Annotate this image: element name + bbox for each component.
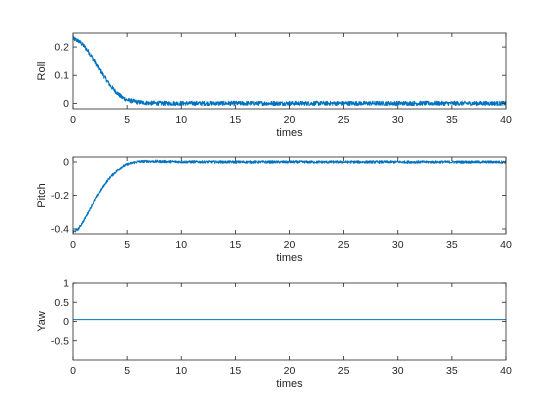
y-tick-label: -0.5 <box>51 335 69 347</box>
x-tick-label: 30 <box>392 114 404 126</box>
x-tick-label: 25 <box>338 365 350 377</box>
x-tick-label: 0 <box>70 239 76 251</box>
y-tick-label: 1 <box>63 278 69 290</box>
axes-box <box>72 156 507 235</box>
x-tick-label: 40 <box>500 239 512 251</box>
x-tick-label: 10 <box>175 239 187 251</box>
x-tick-label: 20 <box>284 239 296 251</box>
x-tick-label: 15 <box>230 365 242 377</box>
y-tick-label: 0 <box>63 98 69 110</box>
x-tick-label: 35 <box>446 239 458 251</box>
x-tick-label: 20 <box>284 114 296 126</box>
subplot-pitch: 0 5 10 15 20 25 30 35 40 -0.4 -0.2 0 times Pitch <box>36 157 512 264</box>
x-tick-label: 10 <box>175 114 187 126</box>
x-tick-label: 25 <box>338 114 350 126</box>
subplot-yaw: 0 5 10 15 20 25 30 35 40 -0.5 0 0.5 1 times Yaw <box>36 278 512 391</box>
x-tick-label: 20 <box>284 365 296 377</box>
x-tick-label: 0 <box>70 114 76 126</box>
x-tick-label: 15 <box>230 239 242 251</box>
subplot-roll: 0 5 10 15 20 25 30 35 40 0 0.1 0.2 times Roll <box>36 32 512 139</box>
y-axis-label: Pitch <box>36 183 48 207</box>
x-axis-label: times <box>276 252 303 264</box>
x-tick-label: 35 <box>446 365 458 377</box>
axes-box <box>72 32 507 110</box>
series-line-roll <box>72 36 507 107</box>
x-tick-label: 0 <box>70 365 76 377</box>
x-tick-label: 40 <box>500 114 512 126</box>
x-axis-label: times <box>276 127 303 139</box>
y-tick-label: -0.2 <box>51 190 69 202</box>
y-tick-label: 0.2 <box>54 42 69 54</box>
x-tick-label: 30 <box>392 365 404 377</box>
x-tick-label: 40 <box>500 365 512 377</box>
x-tick-label: 30 <box>392 239 404 251</box>
series-line-pitch <box>72 159 507 234</box>
x-tick-label: 5 <box>124 114 130 126</box>
x-tick-label: 15 <box>230 114 242 126</box>
y-axis-label: Yaw <box>36 311 48 332</box>
y-axis-label: Roll <box>36 62 48 81</box>
y-tick-label: 0.1 <box>54 70 69 82</box>
x-tick-label: 25 <box>338 239 350 251</box>
x-axis-label: times <box>276 378 303 390</box>
y-tick-label: 0 <box>63 157 69 169</box>
x-tick-label: 10 <box>175 365 187 377</box>
axes-box <box>72 282 507 361</box>
y-tick-label: 0 <box>63 316 69 328</box>
y-tick-label: -0.4 <box>51 223 69 235</box>
x-tick-label: 35 <box>446 114 458 126</box>
y-tick-label: 0.5 <box>54 297 69 309</box>
x-tick-label: 5 <box>124 239 130 251</box>
x-tick-label: 5 <box>124 365 130 377</box>
